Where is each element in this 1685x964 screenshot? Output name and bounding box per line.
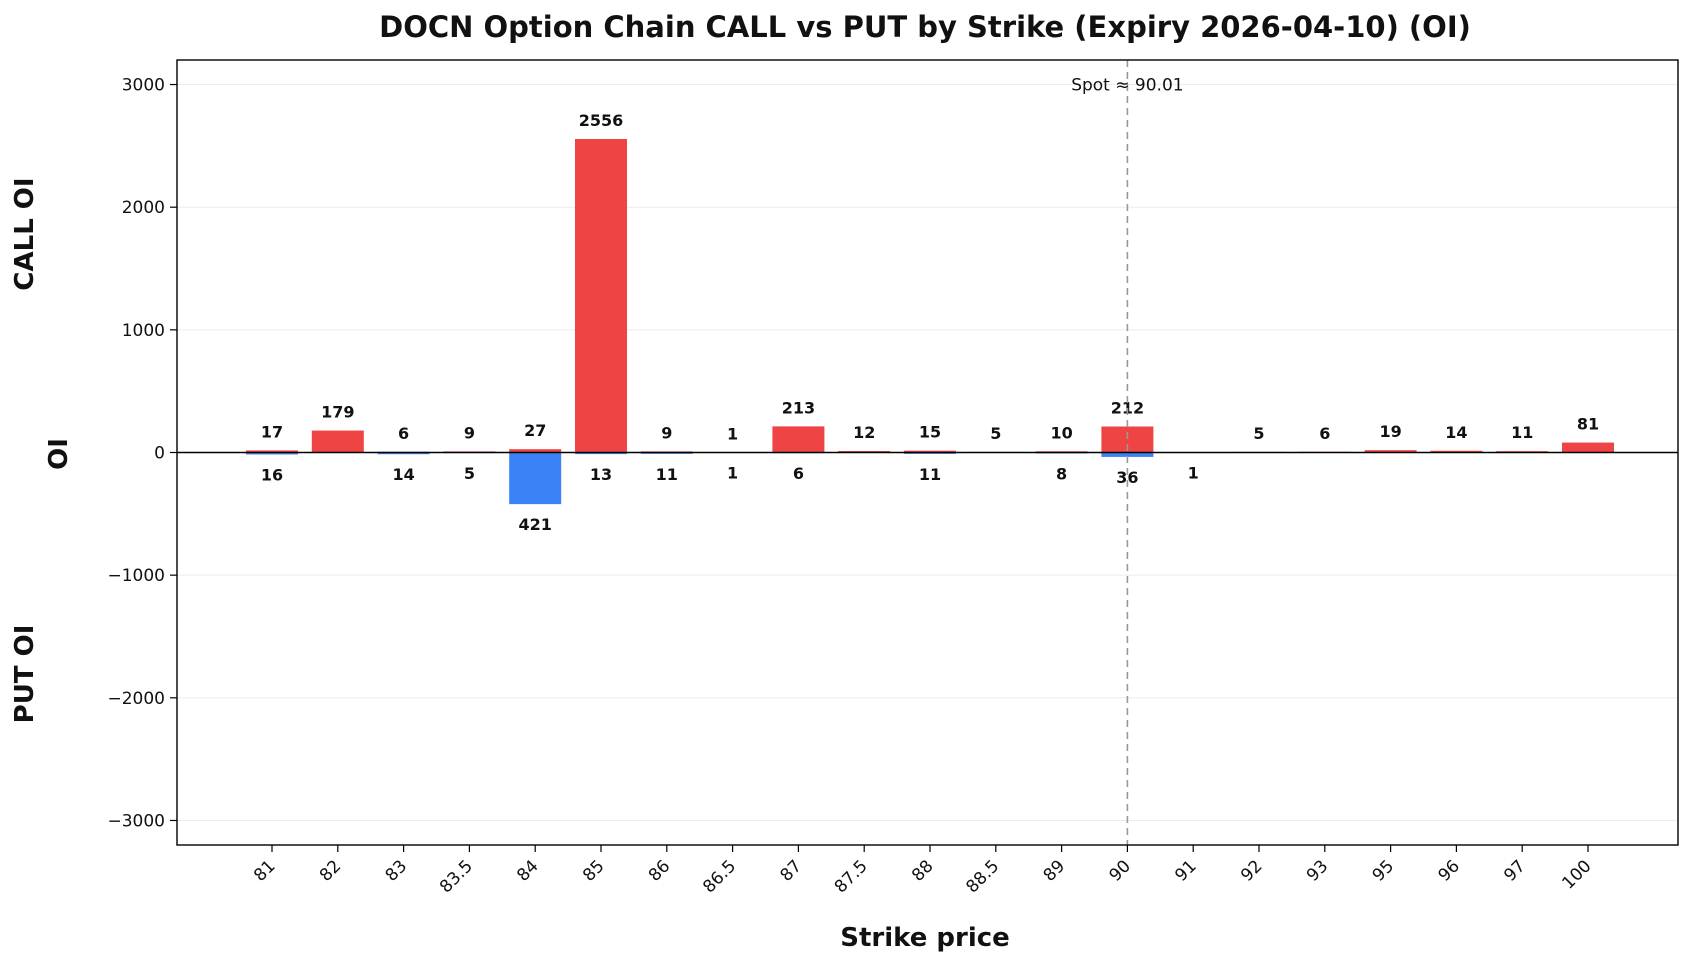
y-tick-label: 0 [154,444,165,464]
y-tick-label: 1000 [122,321,165,341]
call-value-label: 6 [1319,424,1330,443]
call-value-label: 27 [524,421,546,440]
y-tick-label: −3000 [107,811,165,831]
call-bar [1430,450,1483,453]
call-value-label: 1 [727,424,738,443]
call-bar [904,450,956,453]
put-value-label: 11 [656,465,678,484]
y-tick-label: −2000 [107,689,165,709]
call-value-label: 5 [1253,424,1264,443]
call-value-label: 9 [464,423,475,442]
call-value-label: 14 [1445,423,1467,442]
put-bar [246,452,298,455]
call-value-label: 179 [321,403,354,422]
call-value-label: 17 [261,422,283,441]
spot-label: Spot ≈ 90.01 [1071,76,1183,96]
y-axis-label: OI [44,438,74,470]
put-bar [377,452,430,455]
call-bar [311,430,364,453]
put-bar [509,452,562,505]
call-value-label: 9 [661,423,672,442]
call-bar [1364,450,1417,453]
y-tick-label: 3000 [122,76,165,96]
put-value-label: 14 [392,465,414,484]
call-value-label: 15 [919,423,941,442]
call-value-label: 213 [782,398,815,417]
y-axis-label-put: PUT OI [10,625,40,724]
put-bar [1101,452,1154,457]
put-value-label: 11 [919,465,941,484]
put-value-label: 1 [727,464,738,483]
put-value-label: 6 [793,464,804,483]
call-bar [575,138,627,453]
y-axis: 3000 2000 1000 0 −1000 −2000 −3000 [107,76,177,831]
call-value-label: 19 [1379,422,1401,441]
put-value-label: 5 [464,464,475,483]
call-value-label: 81 [1577,415,1599,434]
put-value-label: 13 [590,465,612,484]
call-value-label: 11 [1511,423,1533,442]
chart-title: DOCN Option Chain CALL vs PUT by Strike … [379,10,1471,44]
x-axis-label: Strike price [840,923,1010,953]
y-tick-label: −1000 [107,566,165,586]
call-bar [509,449,562,453]
call-value-label: 2556 [579,111,624,130]
call-value-label: 212 [1111,398,1144,417]
put-value-label: 421 [518,515,551,534]
put-value-label: 36 [1116,468,1138,487]
call-value-label: 10 [1050,423,1072,442]
y-axis-label-call: CALL OI [10,177,40,290]
call-value-label: 6 [398,424,409,443]
put-value-label: 16 [261,465,283,484]
call-bar [246,450,298,453]
call-value-label: 5 [990,424,1001,443]
put-value-label: 1 [1188,464,1199,483]
plot-frame [176,59,1679,846]
put-value-label: 8 [1056,464,1067,483]
y-tick-label: 2000 [122,198,165,218]
call-value-label: 12 [853,423,875,442]
call-bar [772,426,825,453]
call-bar [1562,442,1614,453]
